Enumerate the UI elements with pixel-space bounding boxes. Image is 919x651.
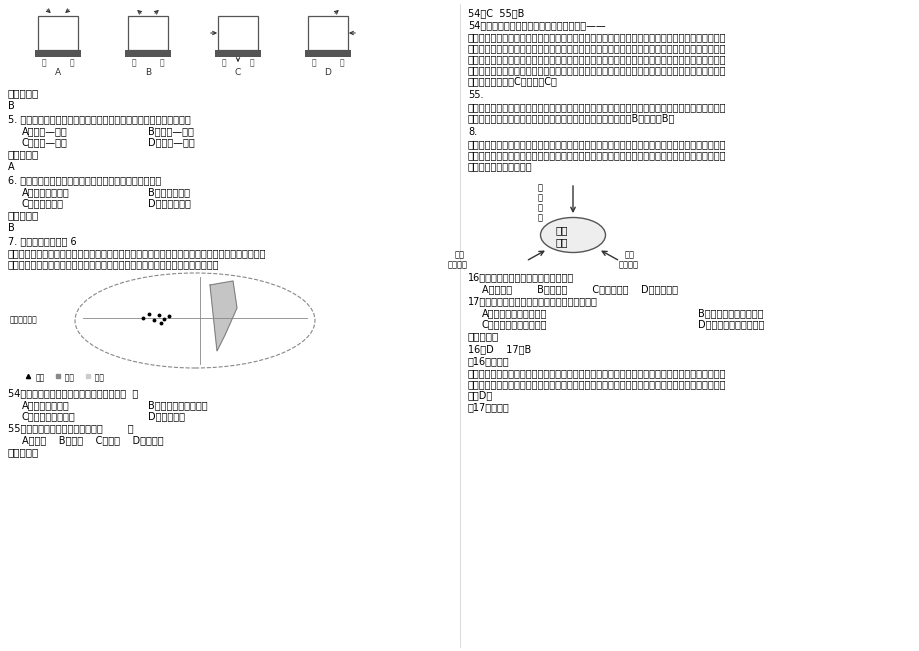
Text: B．副热带高压的影响: B．副热带高压的影响	[148, 400, 208, 410]
Text: C．秘鲁寒流的影响: C．秘鲁寒流的影响	[22, 411, 75, 421]
Text: C．政府规划引起的集聚: C．政府规划引起的集聚	[482, 319, 547, 329]
Text: A: A	[8, 162, 15, 172]
Text: 高山的东南坡因位于东南信风的迎风坡，能「截住」一些湿润气流，形成雨雾，因此海拔较高的过渡: 高山的东南坡因位于东南信风的迎风坡，能「截住」一些湿润气流，形成雨雾，因此海拔较…	[468, 65, 726, 75]
Text: 5. 我国高速铁路网建成后，下列区段中，民航客运业受冲击最大的是: 5. 我国高速铁路网建成后，下列区段中，民航客运业受冲击最大的是	[8, 114, 190, 124]
Text: 55.: 55.	[468, 90, 483, 100]
Text: D．地势较低: D．地势较低	[148, 411, 185, 421]
Text: A: A	[55, 68, 61, 77]
Text: B．经济导向引起的集聚: B．经济导向引起的集聚	[698, 308, 763, 318]
Bar	[215, 50, 261, 57]
Bar	[125, 50, 171, 57]
Text: A．防雨    B．防晒    C．防寒    D．防中暑: A．防雨 B．防晒 C．防寒 D．防中暑	[22, 435, 164, 445]
Text: 根据材料「生产性服务业，是指为生产、商务活动而非直接向个体消费者提供服务的行业」，选项中: 根据材料「生产性服务业，是指为生产、商务活动而非直接向个体消费者提供服务的行业」…	[468, 368, 726, 378]
Text: 素，该图回答下列各题。: 素，该图回答下列各题。	[468, 161, 532, 171]
Text: 火山: 火山	[36, 373, 45, 382]
Text: 海域小，空气对流小，使秘鲁海流的影响大于太阳辐射的影响，使气候凉爽干燥，草木茂盛。只有最: 海域小，空气对流小，使秘鲁海流的影响大于太阳辐射的影响，使气候凉爽干燥，草木茂盛…	[468, 54, 726, 64]
Text: B．杭州—上海: B．杭州—上海	[148, 126, 194, 136]
Text: 类茂盛，不时有大雾润通而来。下图示意费尔南迪纳岛位置，据此完成下面小题。: 类茂盛，不时有大雾润通而来。下图示意费尔南迪纳岛位置，据此完成下面小题。	[8, 259, 220, 269]
Text: 54．该岛靠海地带少见林木的主要原因是（  ）: 54．该岛靠海地带少见林木的主要原因是（ ）	[8, 388, 138, 398]
Text: 54．C  55．B: 54．C 55．B	[468, 8, 524, 18]
Text: 甲: 甲	[131, 58, 137, 67]
Text: ，选D。: ，选D。	[468, 390, 493, 400]
Text: 16．D    17．B: 16．D 17．B	[468, 344, 530, 354]
Text: 月到费尔南迪纳岛旅行，他在朋友圈分享到：与家乡相比，这里甚是凉爽，靠海地带少见林木，但草: 月到费尔南迪纳岛旅行，他在朋友圈分享到：与家乡相比，这里甚是凉爽，靠海地带少见林…	[8, 248, 267, 258]
Text: 城区: 城区	[555, 237, 568, 247]
Text: B: B	[145, 68, 151, 77]
Text: 甲: 甲	[42, 58, 47, 67]
Text: C．成都—上海: C．成都—上海	[22, 137, 68, 147]
Text: A．区位条件引起的扩散: A．区位条件引起的扩散	[482, 308, 547, 318]
Text: 乙: 乙	[339, 58, 344, 67]
Text: 位: 位	[538, 193, 542, 202]
Text: 甲: 甲	[312, 58, 316, 67]
Text: 费尔南迪纳岛: 费尔南迪纳岛	[10, 315, 38, 324]
Text: C: C	[234, 68, 241, 77]
Text: B．田地规模小: B．田地规模小	[148, 187, 190, 197]
Text: 低地: 低地	[90, 373, 104, 382]
Text: 17．市中心大量的民用住宅转租成办公场所，是: 17．市中心大量的民用住宅转租成办公场所，是	[468, 296, 597, 306]
Text: D: D	[324, 68, 331, 77]
Text: 周围海水温度很低，当海面上空冷空气吹到岛上，使海岛的气温低，含水汽又少，再加上岛面积小，: 周围海水温度很低，当海面上空冷空气吹到岛上，使海岛的气温低，含水汽又少，再加上岛…	[468, 43, 726, 53]
Text: 【17题详解】: 【17题详解】	[468, 402, 509, 412]
Text: A．餐饮业        B．旅游业        C．家电生产    D．软件开发: A．餐饮业 B．旅游业 C．家电生产 D．软件开发	[482, 284, 677, 294]
Text: A．盛行上升气流: A．盛行上升气流	[22, 400, 70, 410]
Text: 集聚: 集聚	[455, 250, 464, 259]
Text: 经济导向: 经济导向	[448, 260, 468, 269]
Text: 8.: 8.	[468, 127, 477, 137]
Bar	[218, 16, 257, 50]
Text: ，餐饮业、旅游业、家电生产都直接面向消费者，只有软件开发，属于非直接面向个体消费者的行业: ，餐饮业、旅游业、家电生产都直接面向消费者，只有软件开发，属于非直接面向个体消费…	[468, 379, 726, 389]
Text: D．政府规划引起的扩散: D．政府规划引起的扩散	[698, 319, 764, 329]
Text: 乙: 乙	[249, 58, 254, 67]
Text: 该岛处于赤道，又受到秘鲁寒流及东南信风的影响，大部分地区气候凉爽，干燥少雨，甚至无雨，晴: 该岛处于赤道，又受到秘鲁寒流及东南信风的影响，大部分地区气候凉爽，干燥少雨，甚至…	[468, 102, 726, 112]
Bar	[128, 16, 168, 50]
Text: 参考答案：: 参考答案：	[468, 331, 499, 341]
Text: 露地: 露地	[60, 373, 74, 382]
Bar	[38, 16, 78, 50]
Text: 心的集聚，形成集聚效应，但过度集聚也会产生一些城市问题。下图示意影响生产性服务业的三大因: 心的集聚，形成集聚效应，但过度集聚也会产生一些城市问题。下图示意影响生产性服务业…	[468, 150, 726, 160]
Text: 16．以下行业中属于生产性服务业的是: 16．以下行业中属于生产性服务业的是	[468, 272, 573, 282]
Text: 54．费尔南迪纳岛最位于赤道，但受冷海流——: 54．费尔南迪纳岛最位于赤道，但受冷海流——	[468, 20, 605, 30]
Text: D．兰州—北京: D．兰州—北京	[148, 137, 195, 147]
Text: 参考答案：: 参考答案：	[8, 88, 40, 98]
Text: 条: 条	[538, 203, 542, 212]
Text: A．武汉—广州: A．武汉—广州	[22, 126, 68, 136]
Text: D．科技水平低: D．科技水平低	[148, 198, 190, 208]
Text: 乙: 乙	[69, 58, 74, 67]
Text: B: B	[8, 223, 15, 233]
Text: A．资金投入太多: A．资金投入太多	[22, 187, 70, 197]
Text: 地带覆盖有森林。C对，故选C。: 地带覆盖有森林。C对，故选C。	[468, 76, 557, 86]
Text: 6. 亚洲水稻种植实现大规模机械化生产的主要限制条件是: 6. 亚洲水稻种植实现大规模机械化生产的主要限制条件是	[8, 175, 161, 185]
Text: B: B	[8, 101, 15, 111]
Text: 件: 件	[538, 213, 542, 222]
Text: 条件扩散: 条件扩散	[618, 260, 639, 269]
Bar	[305, 50, 351, 57]
Ellipse shape	[540, 217, 605, 253]
Text: 7. 我国海南省某游客 6: 7. 我国海南省某游客 6	[8, 236, 76, 246]
Text: 乙: 乙	[159, 58, 164, 67]
Text: 甲: 甲	[221, 58, 226, 67]
Text: 日多，纬度低，太阳高度角大，太阳辐射强，故需要注意防晒。B对，故选B。: 日多，纬度低，太阳高度角大，太阳辐射强，故需要注意防晒。B对，故选B。	[468, 113, 675, 123]
Text: 参考答案：: 参考答案：	[8, 149, 40, 159]
Polygon shape	[210, 281, 237, 351]
Text: 区: 区	[538, 183, 542, 192]
Text: 【16题详解】: 【16题详解】	[468, 356, 509, 366]
Text: C．降水量太小: C．降水量太小	[22, 198, 64, 208]
Text: 秘鲁寒流的影响。秘鲁寒流沿南美西海岸先向北流再转向西北流，费尔南迪纳岛被冷海流包围，使其: 秘鲁寒流的影响。秘鲁寒流沿南美西海岸先向北流再转向西北流，费尔南迪纳岛被冷海流包…	[468, 32, 726, 42]
Text: 55．该游客到此旅行，需要注意（        ）: 55．该游客到此旅行，需要注意（ ）	[8, 423, 133, 433]
Text: 生产性服务业，是指为生产、商务活动而非直接向个体消费者提供服务的行业。生产性服务业在市中: 生产性服务业，是指为生产、商务活动而非直接向个体消费者提供服务的行业。生产性服务…	[468, 139, 726, 149]
Text: 中心: 中心	[555, 225, 568, 235]
Text: 参考答案：: 参考答案：	[8, 210, 40, 220]
Text: 参考答案：: 参考答案：	[8, 447, 40, 457]
Bar	[308, 16, 347, 50]
Bar	[35, 50, 81, 57]
Text: 区位: 区位	[624, 250, 634, 259]
